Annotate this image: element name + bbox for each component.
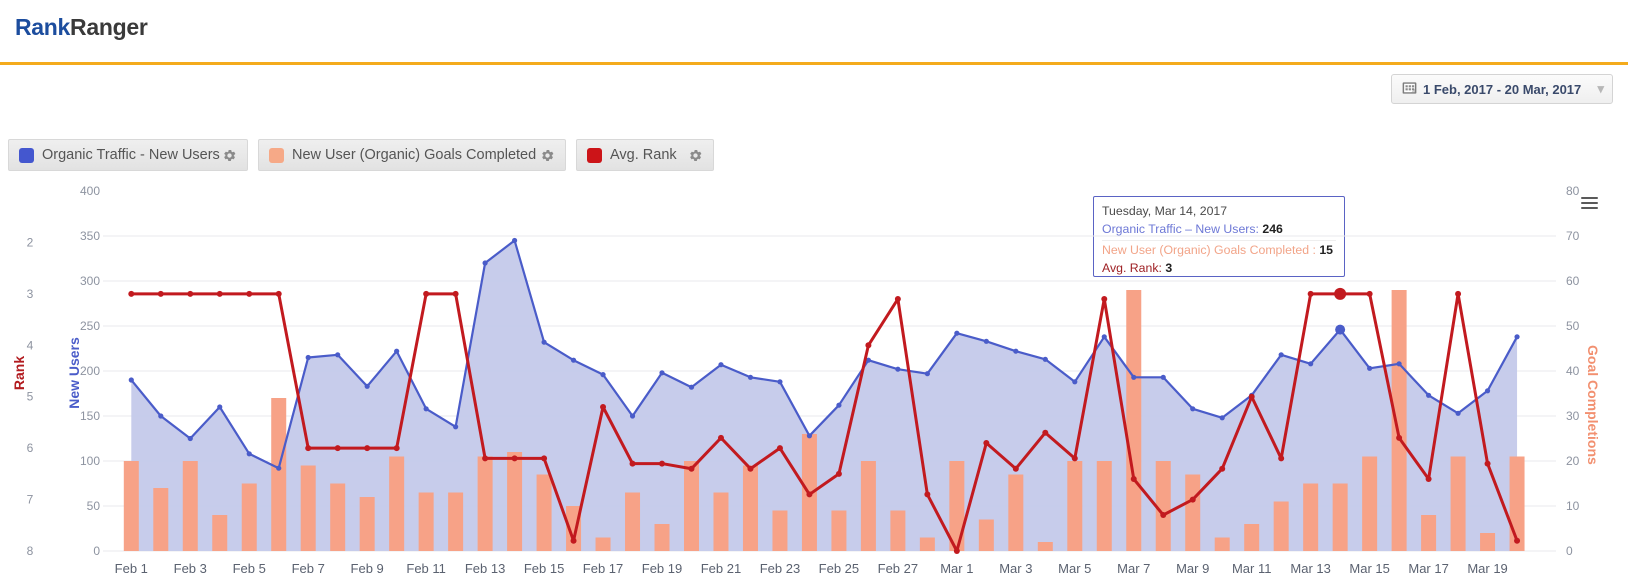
svg-text:Feb 23: Feb 23 <box>760 561 800 576</box>
svg-text:200: 200 <box>80 364 100 378</box>
svg-text:250: 250 <box>80 319 100 333</box>
svg-text:Feb 9: Feb 9 <box>351 561 384 576</box>
svg-text:Feb 19: Feb 19 <box>642 561 682 576</box>
svg-text:0: 0 <box>93 544 100 558</box>
svg-text:Feb 7: Feb 7 <box>292 561 325 576</box>
svg-text:350: 350 <box>80 229 100 243</box>
svg-text:20: 20 <box>1566 454 1580 468</box>
svg-text:50: 50 <box>87 499 101 513</box>
svg-text:3: 3 <box>27 287 34 301</box>
svg-text:150: 150 <box>80 409 100 423</box>
svg-text:400: 400 <box>80 185 100 198</box>
svg-text:300: 300 <box>80 274 100 288</box>
svg-text:Feb 27: Feb 27 <box>878 561 918 576</box>
svg-text:Mar 9: Mar 9 <box>1176 561 1209 576</box>
svg-text:Mar 17: Mar 17 <box>1408 561 1448 576</box>
svg-text:4: 4 <box>27 338 34 352</box>
svg-text:80: 80 <box>1566 185 1580 198</box>
svg-text:Mar 3: Mar 3 <box>999 561 1032 576</box>
svg-text:Feb 17: Feb 17 <box>583 561 623 576</box>
svg-text:Mar 13: Mar 13 <box>1290 561 1330 576</box>
svg-text:Feb 11: Feb 11 <box>406 561 446 576</box>
svg-text:Feb 13: Feb 13 <box>465 561 505 576</box>
svg-text:60: 60 <box>1566 274 1580 288</box>
svg-text:Mar 15: Mar 15 <box>1349 561 1389 576</box>
svg-text:8: 8 <box>27 544 34 558</box>
svg-text:Feb 1: Feb 1 <box>115 561 148 576</box>
svg-text:Feb 5: Feb 5 <box>233 561 266 576</box>
svg-text:2: 2 <box>27 235 34 249</box>
svg-text:Mar 11: Mar 11 <box>1232 561 1272 576</box>
svg-text:6: 6 <box>27 441 34 455</box>
svg-text:Feb 21: Feb 21 <box>701 561 741 576</box>
svg-text:Feb 3: Feb 3 <box>174 561 207 576</box>
svg-text:30: 30 <box>1566 409 1580 423</box>
svg-text:Feb 25: Feb 25 <box>819 561 859 576</box>
svg-text:40: 40 <box>1566 364 1580 378</box>
svg-text:50: 50 <box>1566 319 1580 333</box>
svg-text:5: 5 <box>27 390 34 404</box>
svg-text:70: 70 <box>1566 229 1580 243</box>
svg-text:Feb 15: Feb 15 <box>524 561 564 576</box>
svg-text:7: 7 <box>27 493 34 507</box>
svg-text:Mar 5: Mar 5 <box>1058 561 1091 576</box>
svg-text:0: 0 <box>1566 544 1573 558</box>
svg-text:Mar 19: Mar 19 <box>1467 561 1507 576</box>
svg-text:100: 100 <box>80 454 100 468</box>
svg-text:Mar 7: Mar 7 <box>1117 561 1150 576</box>
svg-text:Mar 1: Mar 1 <box>940 561 973 576</box>
svg-text:10: 10 <box>1566 499 1580 513</box>
